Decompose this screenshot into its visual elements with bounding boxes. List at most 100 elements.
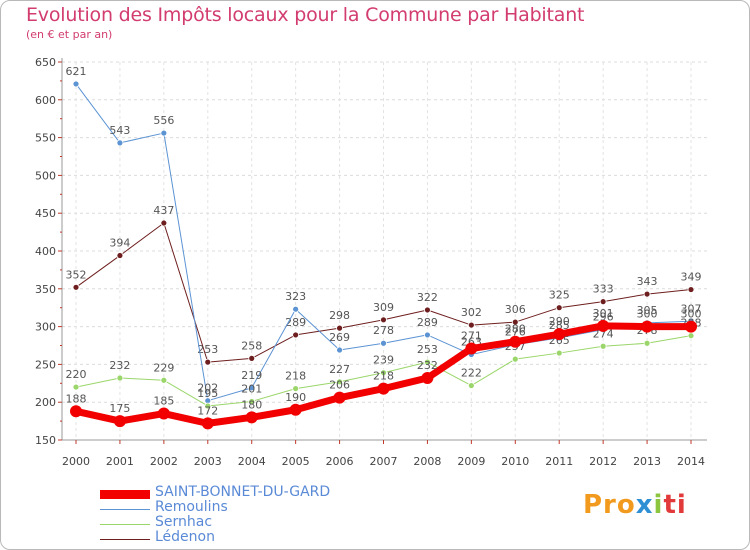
point-saint-bonnet-du-gard-2000: [70, 405, 82, 418]
y-tick-label-450: 450: [35, 207, 56, 220]
data-label-sernhac-2000: 220: [66, 368, 87, 381]
data-label-remoulins-2013: 305: [637, 304, 658, 317]
data-label-remoulins-2008: 289: [417, 316, 438, 329]
data-label-l-denon-2013: 343: [637, 275, 658, 288]
y-tick-label-150: 150: [35, 434, 56, 447]
data-label-saint-bonnet-du-gard-2001: 175: [109, 402, 130, 415]
x-tick-label-2005: 2005: [282, 455, 310, 468]
x-tick-label-2014: 2014: [677, 455, 705, 468]
x-tick-label-2010: 2010: [501, 455, 529, 468]
legend-item-saint-bonnet-du-gard: SAINT-BONNET-DU-GARD: [100, 484, 460, 501]
data-label-l-denon-2011: 325: [549, 289, 570, 302]
legend: SAINT-BONNET-DU-GARD Remoulins Sernhac Léde…: [100, 484, 460, 546]
data-label-sernhac-2009: 222: [461, 367, 482, 380]
data-label-remoulins-2006: 269: [329, 331, 350, 344]
data-label-l-denon-2007: 309: [373, 301, 394, 314]
point-l-denon-2001: [116, 252, 124, 259]
point-sernhac-2004: [248, 398, 256, 405]
data-label-sernhac-2005: 218: [285, 370, 306, 383]
data-label-saint-bonnet-du-gard-2011: 290: [549, 315, 570, 328]
data-label-remoulins-2011: 285: [549, 319, 570, 332]
data-label-saint-bonnet-du-gard-2000: 188: [66, 392, 87, 405]
point-saint-bonnet-du-gard-2003: [201, 417, 214, 430]
point-sernhac-2012: [599, 342, 607, 350]
y-tick-label-250: 250: [35, 358, 56, 371]
point-saint-bonnet-du-gard-2014: [685, 320, 697, 333]
data-label-sernhac-2002: 229: [153, 361, 174, 374]
chart-title: Evolution des Impôts locaux pour la Comm…: [26, 4, 585, 26]
x-tick-label-2002: 2002: [150, 455, 178, 468]
point-remoulins-2008: [424, 331, 431, 339]
point-remoulins-2007: [380, 339, 387, 347]
data-label-remoulins-2002: 556: [153, 114, 174, 127]
x-tick-label-2007: 2007: [370, 455, 398, 468]
x-tick-label-2003: 2003: [194, 455, 222, 468]
point-sernhac-2002: [160, 376, 168, 384]
data-label-l-denon-2012: 333: [593, 283, 614, 296]
x-tick-label-2012: 2012: [589, 455, 617, 468]
data-label-l-denon-2009: 302: [461, 306, 482, 319]
data-label-l-denon-2014: 349: [681, 271, 702, 284]
point-saint-bonnet-du-gard-2006: [333, 391, 346, 404]
x-tick-label-2008: 2008: [413, 455, 441, 468]
legend-swatch: [100, 523, 150, 525]
legend-label: Sernhac: [155, 514, 213, 530]
point-remoulins-2006: [336, 346, 343, 354]
point-remoulins-2005: [292, 305, 300, 313]
x-tick-label-2004: 2004: [238, 455, 266, 468]
legend-item-sernhac: Sernhac: [100, 514, 460, 531]
point-saint-bonnet-du-gard-2008: [421, 372, 434, 385]
point-sernhac-2003: [204, 402, 212, 410]
legend-label: SAINT-BONNET-DU-GARD: [155, 484, 331, 500]
data-label-saint-bonnet-du-gard-2007: 218: [373, 370, 394, 383]
data-label-saint-bonnet-du-gard-2008: 232: [417, 359, 438, 372]
y-tick-label-650: 650: [35, 56, 56, 69]
point-sernhac-2011: [555, 349, 563, 357]
y-tick-label-500: 500: [35, 169, 56, 182]
proxiti-logo: Proxiti: [583, 490, 687, 520]
data-label-l-denon-2000: 352: [66, 268, 87, 281]
data-label-saint-bonnet-du-gard-2014: 300: [681, 308, 702, 321]
x-tick-label-2013: 2013: [633, 455, 661, 468]
y-tick-label-550: 550: [35, 132, 56, 145]
point-l-denon-2000: [72, 283, 80, 291]
point-saint-bonnet-du-gard-2013: [641, 320, 654, 333]
y-tick-label-200: 200: [35, 396, 56, 409]
point-sernhac-2013: [643, 339, 651, 347]
legend-swatch: [100, 489, 150, 499]
point-l-denon-2012: [599, 298, 607, 306]
point-saint-bonnet-du-gard-2009: [465, 342, 478, 355]
legend-swatch: [100, 508, 150, 510]
data-label-saint-bonnet-du-gard-2002: 185: [153, 395, 174, 408]
legend-item-l-denon: Lédenon: [100, 529, 460, 546]
point-sernhac-2009: [467, 382, 475, 389]
point-l-denon-2014: [687, 286, 695, 293]
data-label-remoulins-2000: 621: [66, 65, 87, 78]
point-sernhac-2008: [424, 358, 431, 366]
point-l-denon-2009: [467, 321, 475, 329]
data-label-remoulins-2004: 219: [241, 369, 262, 382]
data-label-saint-bonnet-du-gard-2009: 271: [461, 330, 482, 343]
point-l-denon-2004: [248, 354, 256, 362]
legend-label: Remoulins: [155, 499, 228, 515]
point-saint-bonnet-du-gard-2012: [597, 319, 610, 332]
y-tick-label-350: 350: [35, 283, 56, 296]
data-label-l-denon-2002: 437: [153, 204, 174, 217]
data-label-l-denon-2006: 298: [329, 309, 350, 322]
x-tick-label-2006: 2006: [326, 455, 354, 468]
point-l-denon-2002: [160, 219, 168, 227]
legend-item-remoulins: Remoulins: [100, 499, 460, 516]
point-l-denon-2006: [336, 324, 343, 332]
point-l-denon-2010: [511, 318, 519, 326]
point-l-denon-2011: [555, 304, 563, 312]
chart-subtitle: (en € et par an): [26, 28, 113, 41]
data-label-remoulins-2003: 202: [197, 382, 218, 395]
point-sernhac-2007: [380, 369, 387, 377]
x-tick-label-2001: 2001: [106, 455, 134, 468]
data-label-saint-bonnet-du-gard-2013: 300: [637, 308, 658, 321]
data-label-saint-bonnet-du-gard-2012: 301: [593, 307, 614, 320]
data-label-remoulins-2001: 543: [109, 124, 130, 137]
data-label-saint-bonnet-du-gard-2003: 172: [197, 404, 218, 417]
